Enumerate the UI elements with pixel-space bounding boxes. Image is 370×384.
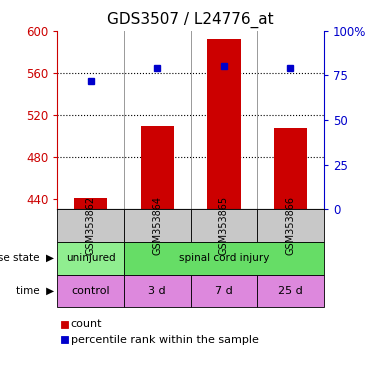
Text: GSM353866: GSM353866 (285, 196, 296, 255)
Text: disease state  ▶: disease state ▶ (0, 253, 54, 263)
Bar (257, 275, 324, 307)
Bar (191, 209, 257, 242)
Bar (141, 126, 174, 209)
Bar (191, 275, 257, 307)
Text: control: control (71, 286, 110, 296)
Bar (61, 336, 68, 343)
Bar (207, 39, 240, 209)
Text: percentile rank within the sample: percentile rank within the sample (71, 335, 259, 345)
Text: spinal cord injury: spinal cord injury (179, 253, 269, 263)
Text: GSM353865: GSM353865 (219, 196, 229, 255)
Bar (257, 209, 324, 242)
Bar (74, 198, 107, 209)
Bar (57, 242, 124, 275)
Bar (124, 275, 191, 307)
Bar (274, 128, 307, 209)
Bar (124, 242, 324, 275)
Title: GDS3507 / L24776_at: GDS3507 / L24776_at (107, 12, 274, 28)
Text: GSM353864: GSM353864 (152, 196, 162, 255)
Bar (124, 209, 191, 242)
Bar (61, 321, 68, 328)
Text: uninjured: uninjured (66, 253, 115, 263)
Text: 3 d: 3 d (148, 286, 166, 296)
Text: time  ▶: time ▶ (16, 286, 54, 296)
Text: 7 d: 7 d (215, 286, 233, 296)
Text: GSM353862: GSM353862 (85, 196, 96, 255)
Text: 25 d: 25 d (278, 286, 303, 296)
Bar (57, 209, 124, 242)
Text: count: count (71, 319, 102, 329)
Bar (57, 275, 124, 307)
